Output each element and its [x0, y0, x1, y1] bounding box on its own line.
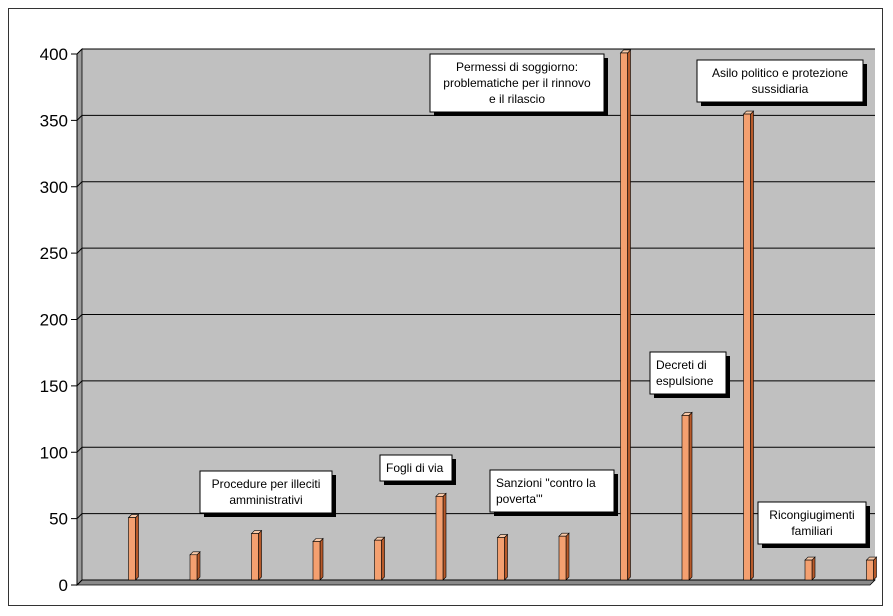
annotation-text: problematiche per il rinnovo [443, 76, 591, 90]
annotation-box: Decreti di espulsione [649, 351, 730, 398]
bar-side [258, 529, 262, 581]
annotation-text: Procedure per illeciti [212, 477, 321, 491]
bar [742, 110, 755, 581]
bar-side [319, 537, 324, 581]
annotation-box: Permessi di soggiorno: problematiche per … [429, 53, 608, 116]
bar-side [750, 110, 754, 581]
annotation-text: espulsione [656, 374, 714, 388]
bar-front [312, 541, 321, 581]
annotation-text: amministrativi [229, 493, 302, 507]
bar-front [743, 113, 751, 581]
bar-front [620, 52, 628, 581]
annotation-background [757, 501, 867, 545]
bar [804, 556, 816, 581]
gridline-depth [76, 181, 83, 188]
annotation-box: Sanzioni "contro la poverta'" [489, 469, 618, 516]
y-tick-label: 50 [49, 510, 68, 529]
gridline-depth [76, 115, 83, 121]
bar-side [688, 411, 693, 581]
annotation-text: Fogli di via [386, 461, 444, 475]
bars [127, 49, 878, 581]
y-axis-ticks: 0 50 100 150 200 250 300 350 400 [40, 45, 78, 595]
y-tick-label: 0 [59, 576, 68, 595]
bar [619, 49, 632, 581]
bar [435, 492, 447, 581]
annotation-text: familiari [791, 524, 832, 538]
gridline-depth [76, 48, 83, 55]
bar [127, 513, 140, 581]
annotation-background [199, 470, 333, 514]
gridline-depth [76, 247, 83, 254]
annotation-text: Decreti di [656, 358, 707, 372]
bar-front [558, 535, 567, 581]
gridline-depth [76, 579, 83, 586]
annotation-text: Asilo politico e protezione [712, 66, 848, 80]
bar-side [504, 533, 508, 581]
annotation-background [429, 53, 605, 113]
annotation-text: sussidiaria [752, 82, 809, 96]
bar [558, 532, 570, 581]
annotation-background [649, 351, 727, 395]
annotation-box: Ricongiugimenti familiari [757, 501, 870, 548]
y-tick-label: 100 [40, 443, 68, 462]
gridline-depth [76, 314, 83, 320]
annotation-text: e il rilascio [489, 92, 545, 106]
bar [312, 537, 324, 581]
annotation-text: poverta'" [496, 492, 543, 506]
annotation-text: Sanzioni "contro la [496, 476, 596, 490]
y-tick-label: 400 [40, 45, 68, 64]
y-tick-label: 200 [40, 311, 68, 330]
bar-side [811, 556, 816, 581]
annotation-box: Asilo politico e protezione sussidiaria [696, 59, 867, 106]
bar [865, 556, 878, 581]
annotation-box: Procedure per illeciti amministrativi [199, 470, 336, 517]
bar-side [873, 556, 877, 581]
annotation-background [489, 469, 615, 513]
bar-side [381, 536, 385, 581]
bar-front [189, 554, 198, 581]
gridline-depth [76, 380, 83, 387]
annotation-background [696, 59, 864, 103]
bar-front [497, 537, 505, 581]
gridline-depth [76, 513, 83, 519]
y-tick-label: 300 [40, 178, 68, 197]
bar [373, 536, 386, 581]
gridline-depth [76, 446, 83, 453]
y-tick-label: 250 [40, 244, 68, 263]
bar-side [196, 551, 201, 581]
bar-front [435, 496, 444, 581]
annotation-text: Permessi di soggiorno: [456, 60, 578, 74]
bar-side [442, 492, 447, 581]
bar-front [866, 559, 874, 581]
annotations: Procedure per illeciti amministrativi Fogl… [199, 53, 870, 548]
bar-front [681, 415, 690, 581]
y-tick-label: 150 [40, 377, 68, 396]
annotation-text: Ricongiugimenti [769, 508, 854, 522]
bar [681, 411, 693, 581]
annotation-box: Fogli di via [379, 454, 456, 485]
plot-floor [76, 579, 876, 586]
bar-front [804, 559, 813, 581]
bar [496, 533, 509, 581]
annotation-background [379, 454, 453, 482]
y-tick-label: 350 [40, 111, 68, 130]
bar-front [128, 517, 136, 581]
bar [189, 551, 201, 581]
bar-side [135, 513, 139, 581]
bar-front [374, 539, 382, 581]
bar-side [565, 532, 570, 581]
bar-front [251, 533, 259, 581]
bar [250, 529, 263, 581]
bar-side [627, 49, 631, 581]
gridlines [76, 48, 876, 586]
